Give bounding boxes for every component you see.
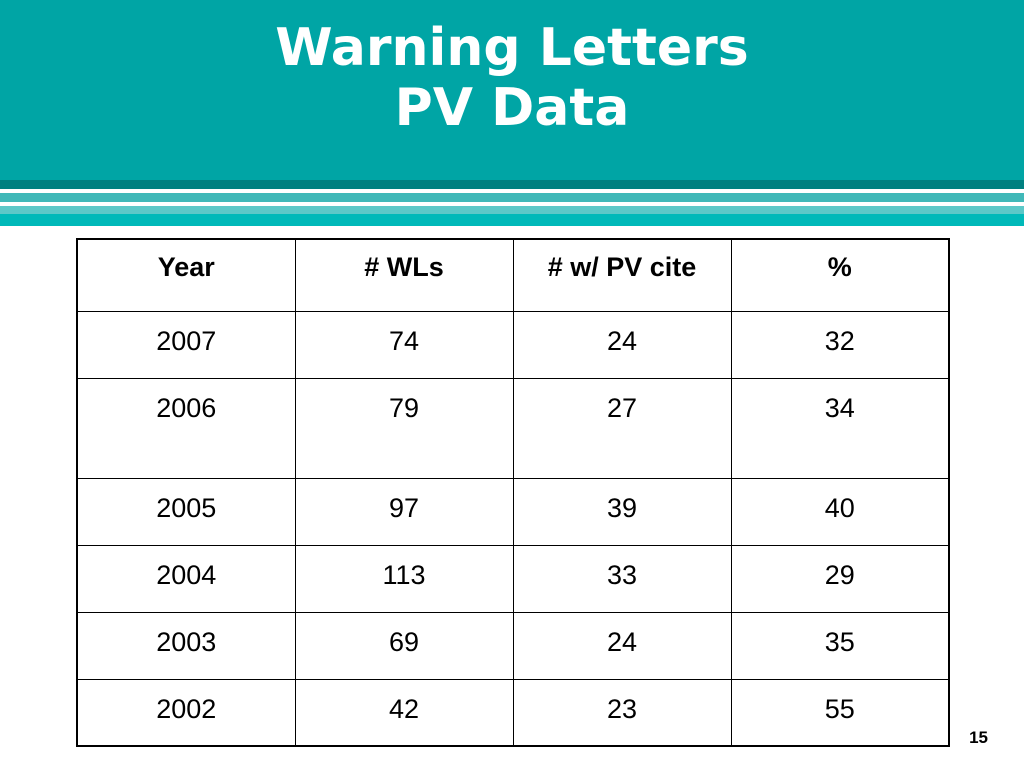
cell-percent: 55 [730, 678, 950, 747]
slide-title-line-2: PV Data [394, 78, 630, 138]
slide-title: Warning Letters PV Data [0, 18, 1024, 138]
table-row: 2006 79 27 34 [76, 377, 950, 479]
divider-stripe [0, 189, 1024, 193]
cell-percent: 40 [730, 477, 950, 546]
cell-wls: 69 [294, 611, 514, 680]
cell-year: 2005 [76, 477, 296, 546]
header-percent: % [730, 238, 950, 312]
table-row: 2004 113 33 29 [76, 544, 950, 613]
table-row: 2002 42 23 55 [76, 678, 950, 747]
warning-letters-table: Year # WLs # w/ PV cite % 2007 74 24 32 … [76, 238, 950, 747]
cell-percent: 32 [730, 310, 950, 379]
header-year: Year [76, 238, 296, 312]
table-row: 2003 69 24 35 [76, 611, 950, 680]
divider-stripe [0, 202, 1024, 206]
cell-pv-cite: 33 [512, 544, 732, 613]
cell-year: 2006 [76, 377, 296, 479]
divider-stripe [0, 180, 1024, 189]
cell-wls: 74 [294, 310, 514, 379]
slide-title-line-1: Warning Letters [275, 18, 749, 78]
cell-percent: 34 [730, 377, 950, 479]
divider-stripe [0, 193, 1024, 202]
page-number: 15 [969, 728, 988, 747]
divider-stripe [0, 206, 1024, 214]
cell-pv-cite: 39 [512, 477, 732, 546]
cell-year: 2007 [76, 310, 296, 379]
cell-percent: 35 [730, 611, 950, 680]
cell-pv-cite: 24 [512, 310, 732, 379]
header-pv-cite: # w/ PV cite [512, 238, 732, 312]
cell-wls: 97 [294, 477, 514, 546]
title-band [0, 0, 1024, 180]
cell-year: 2004 [76, 544, 296, 613]
table-header-row: Year # WLs # w/ PV cite % [76, 238, 950, 312]
table-row: 2007 74 24 32 [76, 310, 950, 379]
cell-pv-cite: 24 [512, 611, 732, 680]
cell-year: 2003 [76, 611, 296, 680]
table-row: 2005 97 39 40 [76, 477, 950, 546]
cell-wls: 79 [294, 377, 514, 479]
cell-wls: 113 [294, 544, 514, 613]
cell-percent: 29 [730, 544, 950, 613]
cell-pv-cite: 27 [512, 377, 732, 479]
divider-stripe [0, 214, 1024, 226]
cell-wls: 42 [294, 678, 514, 747]
cell-year: 2002 [76, 678, 296, 747]
header-wls: # WLs [294, 238, 514, 312]
cell-pv-cite: 23 [512, 678, 732, 747]
